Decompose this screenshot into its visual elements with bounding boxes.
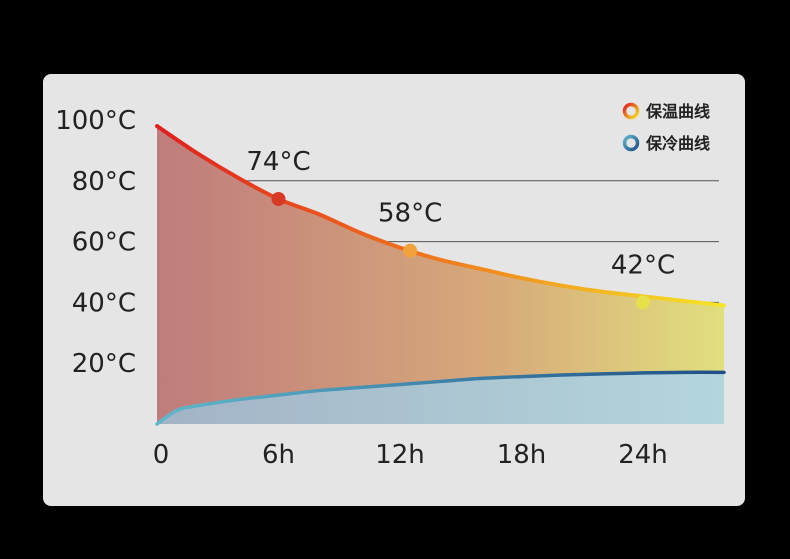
- y-tick-label: 80°C: [72, 167, 136, 197]
- data-label: 42°C: [611, 250, 675, 280]
- y-axis-ticks: 20°C 40°C 60°C 80°C 100°C: [55, 106, 136, 379]
- areas: [157, 126, 724, 424]
- data-point: [636, 295, 650, 310]
- data-label: 58°C: [378, 199, 442, 229]
- y-tick-label: 20°C: [72, 349, 136, 379]
- legend-swatch-cold: [622, 134, 640, 152]
- x-tick-label: 12h: [375, 440, 425, 470]
- data-label: 74°C: [246, 147, 310, 177]
- warm-line: [155, 124, 726, 308]
- data-labels: 74°C 58°C 42°C: [246, 147, 675, 280]
- data-points: [271, 192, 650, 310]
- y-tick-label: 40°C: [72, 288, 136, 318]
- legend-label-warm: 保温曲线: [645, 102, 710, 121]
- cold-area: [157, 372, 724, 424]
- y-tick-label: 60°C: [72, 228, 136, 258]
- x-tick-label: 6h: [262, 440, 295, 470]
- x-tick-label: 18h: [497, 440, 547, 470]
- y-tick-label: 100°C: [55, 106, 136, 136]
- x-tick-label: 0: [153, 440, 170, 470]
- legend: 保温曲线 保冷曲线: [622, 102, 710, 153]
- x-tick-label: 24h: [618, 440, 668, 470]
- warm-area: [157, 126, 724, 424]
- legend-label-cold: 保冷曲线: [645, 134, 710, 153]
- cold-line: [155, 370, 726, 426]
- data-point: [403, 243, 418, 258]
- x-axis-ticks: 0 6h 12h 18h 24h: [153, 440, 668, 470]
- data-point: [271, 192, 286, 207]
- series-lines: [155, 124, 726, 426]
- legend-swatch-warm: [622, 102, 640, 120]
